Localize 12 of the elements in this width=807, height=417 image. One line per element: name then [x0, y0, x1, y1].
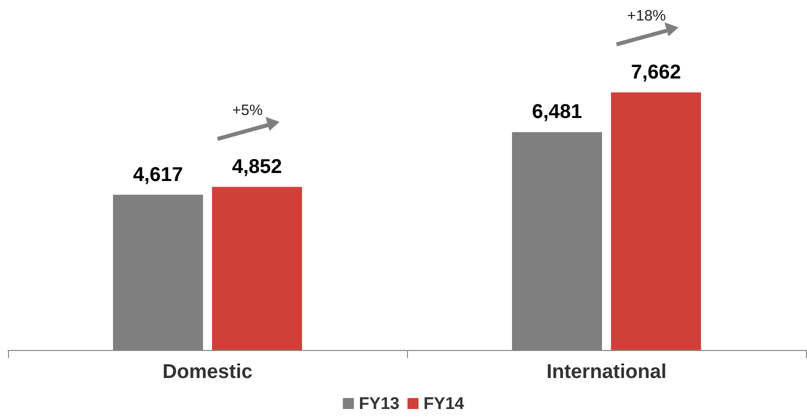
bar: [212, 186, 302, 350]
x-tick-label: Domestic: [162, 361, 253, 383]
data-label: 4,617: [132, 164, 184, 186]
data-label: 7,662: [630, 61, 682, 84]
legend-label: FY13: [358, 394, 400, 413]
bar: [611, 92, 701, 350]
data-label: 4,852: [232, 156, 282, 178]
data-label: 6,481: [532, 101, 582, 124]
text: +18%: [627, 7, 666, 24]
annotation: +5%: [232, 102, 263, 119]
x-tick-label: International: [546, 361, 667, 383]
legend-label: FY14: [424, 394, 465, 413]
